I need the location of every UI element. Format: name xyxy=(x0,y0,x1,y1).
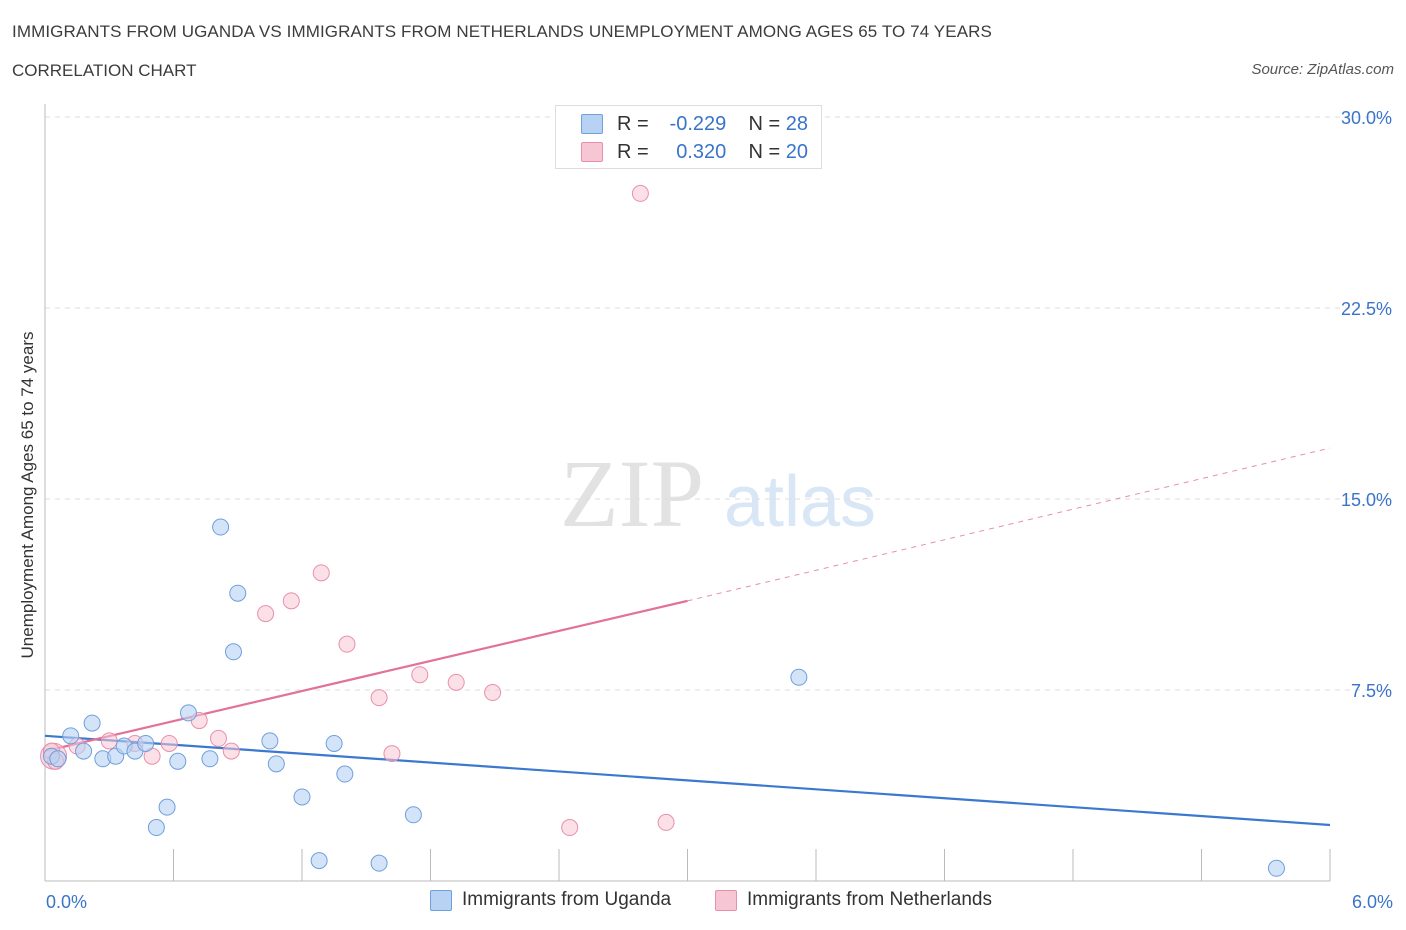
legend-row-netherlands: R = 0.320 N = 20 xyxy=(556,138,808,166)
data-point-uganda xyxy=(224,643,242,661)
legend-item-uganda: Immigrants from Uganda xyxy=(430,889,671,911)
legend-swatch-uganda xyxy=(430,889,452,911)
legend-r-value: 0.320 xyxy=(676,140,727,163)
y-tick-label: 7.5% xyxy=(1351,681,1392,701)
legend-n-label: N = xyxy=(748,140,781,163)
data-point-netherlands xyxy=(411,666,429,684)
tick-labels: 7.5% 15.0% 22.5% 30.0% 0.0% 6.0% xyxy=(46,108,1393,912)
legend-r-value: -0.229 xyxy=(669,112,727,135)
data-point-uganda xyxy=(370,854,388,872)
data-point-netherlands xyxy=(561,819,579,837)
data-point-uganda xyxy=(179,704,197,722)
data-point-netherlands xyxy=(383,745,401,763)
data-point-uganda xyxy=(336,765,354,783)
legend-swatch-netherlands xyxy=(581,142,603,162)
legend-label-netherlands: Immigrants from Netherlands xyxy=(747,889,992,910)
y-tick-label: 30.0% xyxy=(1341,108,1392,128)
chart-title: IMMIGRANTS FROM UGANDA VS IMMIGRANTS FRO… xyxy=(12,22,992,41)
legend-swatch-netherlands xyxy=(715,889,737,911)
data-point-uganda xyxy=(169,752,187,770)
data-point-uganda xyxy=(158,798,176,816)
chart-subtitle: CORRELATION CHART xyxy=(12,61,197,80)
x-tick-label: 0.0% xyxy=(46,892,87,912)
data-point-netherlands xyxy=(100,732,118,750)
legend-label-uganda: Immigrants from Uganda xyxy=(462,889,672,910)
data-point-netherlands xyxy=(631,184,649,202)
legend-n-value: 28 xyxy=(785,112,808,135)
data-point-netherlands xyxy=(222,742,240,760)
data-point-netherlands xyxy=(312,564,330,582)
data-point-netherlands xyxy=(370,689,388,707)
data-point-uganda xyxy=(325,734,343,752)
data-point-netherlands xyxy=(209,729,227,747)
data-point-uganda xyxy=(1267,859,1285,877)
trend-line-netherlands-extension xyxy=(687,447,1331,602)
watermark-zip: ZIP xyxy=(560,440,704,547)
legend-swatch-uganda xyxy=(581,114,603,134)
legend-r-label: R = xyxy=(617,140,649,163)
data-point-uganda xyxy=(229,584,247,602)
y-tick-label: 15.0% xyxy=(1341,490,1392,510)
source-label: Source: ZipAtlas.com xyxy=(1251,61,1394,78)
data-point-uganda xyxy=(293,788,311,806)
legend-item-netherlands: Immigrants from Netherlands xyxy=(715,889,992,911)
data-point-uganda xyxy=(404,806,422,824)
watermark-atlas: atlas xyxy=(724,462,876,542)
data-point-netherlands xyxy=(447,673,465,691)
data-point-netherlands xyxy=(657,813,675,831)
legend-r-label: R = xyxy=(617,112,649,135)
legend-n-value: 20 xyxy=(785,140,808,163)
data-point-uganda xyxy=(201,750,219,768)
data-point-netherlands xyxy=(160,734,178,752)
data-point-netherlands xyxy=(338,635,356,653)
data-point-uganda xyxy=(49,750,67,768)
data-point-uganda xyxy=(83,714,101,732)
data-point-uganda xyxy=(310,852,328,870)
legend-row-uganda: R = -0.229 N = 28 xyxy=(556,110,808,138)
trend-line-netherlands xyxy=(44,599,688,753)
data-points xyxy=(40,184,1285,877)
y-axis-label: Unemployment Among Ages 65 to 74 years xyxy=(18,332,37,659)
data-point-uganda xyxy=(261,732,279,750)
legend-n-label: N = xyxy=(748,112,781,135)
data-point-uganda xyxy=(137,734,155,752)
data-point-netherlands xyxy=(257,605,275,623)
trend-lines xyxy=(44,447,1331,827)
data-point-uganda xyxy=(267,755,285,773)
data-point-uganda xyxy=(62,727,80,745)
correlation-legend: R = -0.229 N = 28 R = 0.320 N = 20 xyxy=(555,105,822,169)
data-point-netherlands xyxy=(282,592,300,610)
data-point-uganda xyxy=(790,668,808,686)
data-point-uganda xyxy=(147,819,165,837)
data-point-uganda xyxy=(75,742,93,760)
trend-line-uganda xyxy=(44,734,1331,827)
data-point-uganda xyxy=(212,518,230,536)
x-tick-label: 6.0% xyxy=(1352,892,1393,912)
data-point-netherlands xyxy=(484,684,502,702)
y-tick-label: 22.5% xyxy=(1341,299,1392,319)
grid-lines xyxy=(45,116,1392,691)
